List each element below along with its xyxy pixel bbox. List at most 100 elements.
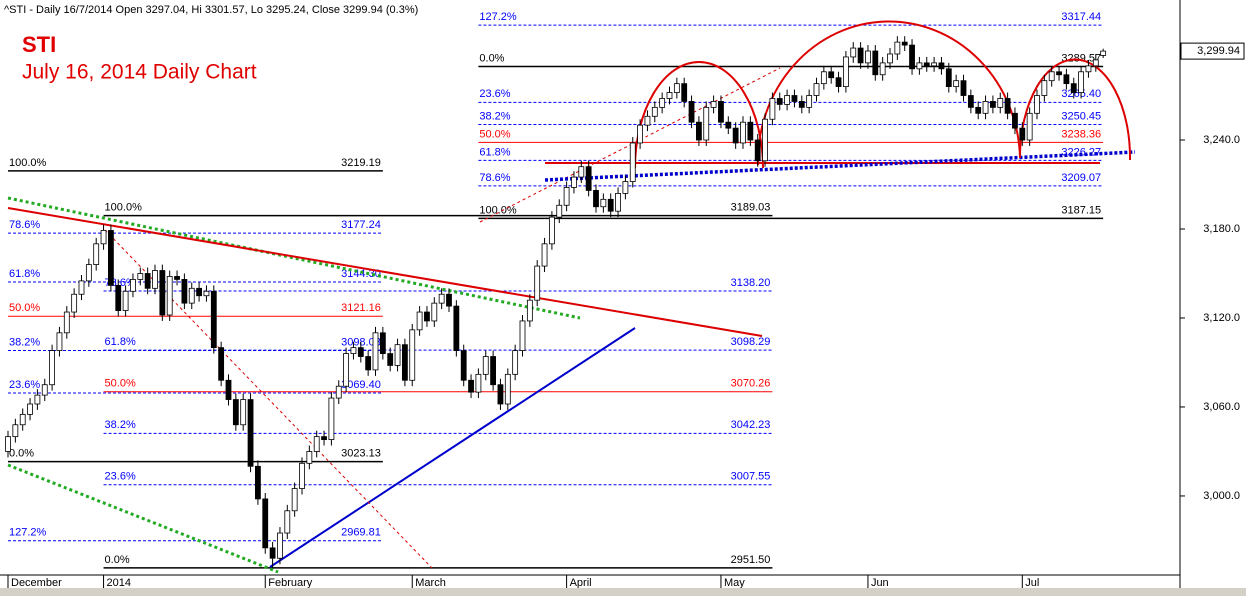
candle-body [262,498,269,549]
candle-body [526,299,533,322]
blue-dotted-line [544,150,1136,182]
candle-body [379,332,386,354]
candle-body [901,41,908,46]
candle-body [835,77,842,88]
candle-body [277,532,283,559]
candle-body [673,83,680,93]
candle-body [541,243,548,267]
candle-body [424,311,430,322]
candle-body [784,95,790,105]
fib-level-price: 3250.45 [1061,110,1101,122]
blue-trend-line [269,327,636,568]
candle-body [34,394,41,405]
candle-body [19,413,26,426]
candle-body [152,270,158,289]
candle-body [1041,80,1048,96]
candle-body [879,62,886,76]
candles [5,36,1107,568]
fib-level-price: 3098.29 [731,336,771,348]
x-tick-label: December [11,577,62,589]
candle-body [762,118,768,162]
candle-body [740,121,746,144]
chart-title: STI [22,32,56,57]
fib-level-price: 3070.26 [731,378,771,390]
candle-body [607,198,614,212]
fib-level-name: 38.2% [105,419,136,431]
candle-body [460,350,467,381]
candle-body [990,101,996,108]
candle-body [519,320,526,352]
candle-body [130,279,136,292]
fib-level-price: 3138.20 [731,277,771,289]
candle-body [468,379,474,393]
trend-lines [7,20,1136,574]
candle-body [313,436,320,452]
fib-level-name: 0.0% [9,448,34,460]
candle-body [887,53,893,64]
candle-body [585,166,592,191]
candle-body [144,273,151,289]
x-tick-label: 2014 [107,577,131,589]
chart-subtitle: July 16, 2014 Daily Chart [22,61,257,84]
candle-body [1034,95,1040,114]
candle-body [93,243,100,265]
candle-body [181,279,188,304]
y-tick-label: 3,240.0 [1203,134,1240,146]
candle-body [27,403,33,415]
candle-body [629,142,636,182]
candle-body [1078,71,1084,93]
candle-body [600,198,607,208]
fib-level-price: 3069.40 [341,379,381,391]
candle-body [115,284,122,311]
fib-level-name: 100.0% [105,202,143,214]
candle-body [1019,127,1026,141]
candle-body [688,101,695,123]
candle-body [188,287,195,304]
candle-body [916,62,923,70]
fib-level-name: 61.8% [105,336,136,348]
x-tick-label: May [724,577,745,589]
fib-level-price: 3219.19 [341,157,381,169]
candle-body [1070,83,1077,93]
candle-body [174,276,180,280]
candle-body [894,41,901,55]
candle-body [865,50,871,64]
candle-body [857,47,864,64]
candle-body [754,139,761,162]
candle-body [1085,65,1092,73]
green-trend-line [7,196,581,320]
candle-body [556,204,563,218]
candle-body [1056,71,1062,76]
fib-level-price: 2951.50 [731,554,771,566]
x-tick-label: March [415,577,446,589]
candle-body [1004,98,1011,114]
candle-body [85,264,92,282]
green-trend-line [7,463,279,574]
header: ^STI - Daily 16/7/2014 Open 3297.04, Hi … [4,4,418,16]
candle-body [335,385,342,399]
last-price-box [1180,42,1245,60]
candle-body [1063,74,1070,85]
candle-body [269,547,276,559]
candle-body [497,384,504,405]
fib-level-price: 3023.13 [341,448,381,460]
fib-level-price: 3187.15 [1061,204,1101,216]
candle-body [328,397,335,440]
candle-body [431,302,438,322]
fib-level-name: 50.0% [479,128,510,140]
candle-body [284,510,291,534]
candle-body [938,62,945,70]
candle-body [872,50,879,76]
last-price-label: 3,299.94 [1197,45,1240,57]
axes: 3,000.0 3,060.0 3,120.0 3,180.0 3,240.0 Decem… [7,42,1245,589]
fib-level-name: 78.6% [9,219,40,231]
candle-body [446,293,452,307]
candle-body [409,329,416,381]
red-trend-line [7,207,763,337]
candle-body [578,166,585,178]
candle-body [291,488,298,512]
fib-level-price: 3317.44 [1061,11,1101,23]
fib-level-name: 61.8% [479,146,510,158]
